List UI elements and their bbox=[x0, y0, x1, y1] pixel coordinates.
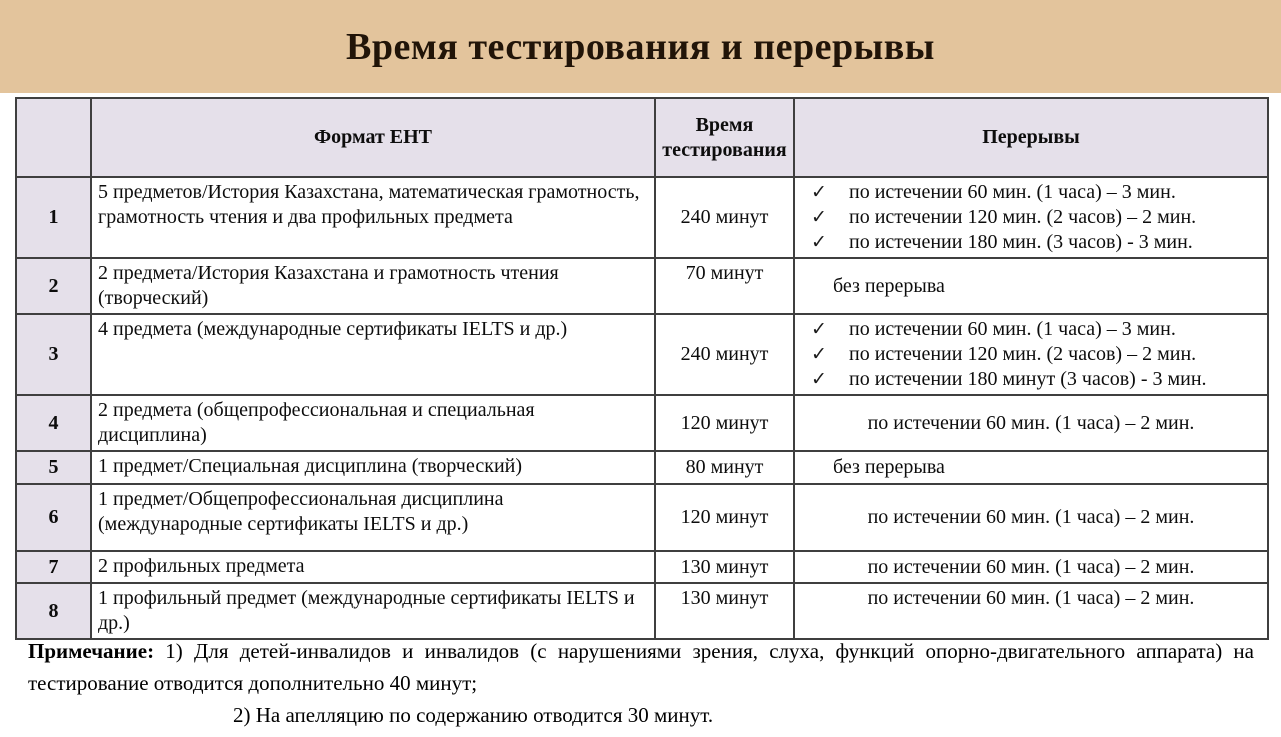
table-row: 7 2 профильных предмета 130 минут по ист… bbox=[15, 550, 1269, 584]
row-number: 2 bbox=[15, 257, 92, 315]
format-cell: 1 предмет/Общепрофессиональная дисциплин… bbox=[90, 483, 656, 552]
header-breaks: Перерывы bbox=[793, 97, 1269, 178]
footnote: Примечание: 1) Для детей-инвалидов и инв… bbox=[28, 636, 1254, 732]
breaks-cell: по истечении 60 мин. (1 часа) – 2 мин. bbox=[793, 394, 1269, 452]
time-cell: 120 минут bbox=[654, 483, 795, 552]
table-row: 1 5 предметов/История Казахстана, матема… bbox=[15, 176, 1269, 259]
break-line: по истечении 180 мин. (3 часов) - 3 мин. bbox=[849, 231, 1193, 253]
check-icon: ✓ bbox=[811, 182, 827, 203]
check-icon: ✓ bbox=[811, 207, 827, 228]
table-row: 6 1 предмет/Общепрофессиональная дисципл… bbox=[15, 483, 1269, 552]
table-row: 4 2 предмета (общепрофессиональная и спе… bbox=[15, 394, 1269, 452]
header-time: Время тестирования bbox=[654, 97, 795, 178]
time-cell: 130 минут bbox=[654, 550, 795, 584]
format-cell: 2 предмета/История Казахстана и грамотно… bbox=[90, 257, 656, 315]
footnote-label: Примечание: bbox=[28, 639, 155, 663]
check-icon: ✓ bbox=[811, 232, 827, 253]
footnote-line1: 1) Для детей-инвалидов и инвалидов (с на… bbox=[28, 639, 1254, 695]
row-number: 7 bbox=[15, 550, 92, 584]
time-cell: 240 минут bbox=[654, 313, 795, 396]
row-number: 1 bbox=[15, 176, 92, 259]
table-row: 5 1 предмет/Специальная дисциплина (твор… bbox=[15, 450, 1269, 485]
row-number: 8 bbox=[15, 582, 92, 640]
footnote-line2: 2) На апелляцию по содержанию отводится … bbox=[233, 702, 714, 727]
break-line: по истечении 120 мин. (2 часов) – 2 мин. bbox=[849, 206, 1197, 228]
format-cell: 2 профильных предмета bbox=[90, 550, 656, 584]
time-cell: 120 минут bbox=[654, 394, 795, 452]
format-cell: 2 предмета (общепрофессиональная и специ… bbox=[90, 394, 656, 452]
table-row: 8 1 профильный предмет (международные се… bbox=[15, 582, 1269, 640]
table-header-row: Формат ЕНТ Время тестирования Перерывы bbox=[15, 97, 1269, 178]
format-cell: 4 предмета (международные сертификаты IE… bbox=[90, 313, 656, 396]
breaks-cell: ✓ по истечении 60 мин. (1 часа) – 3 мин. … bbox=[793, 313, 1269, 396]
break-line: по истечении 120 мин. (2 часов) – 2 мин. bbox=[849, 343, 1197, 365]
header-format: Формат ЕНТ bbox=[90, 97, 656, 178]
row-number: 5 bbox=[15, 450, 92, 485]
time-cell: 240 минут bbox=[654, 176, 795, 259]
format-cell: 5 предметов/История Казахстана, математи… bbox=[90, 176, 656, 259]
time-cell: 130 минут bbox=[654, 582, 795, 640]
breaks-cell: по истечении 60 мин. (1 часа) – 2 мин. bbox=[793, 550, 1269, 584]
format-cell: 1 предмет/Специальная дисциплина (творче… bbox=[90, 450, 656, 485]
check-icon: ✓ bbox=[811, 369, 827, 390]
check-icon: ✓ bbox=[811, 344, 827, 365]
break-line: по истечении 60 мин. (1 часа) – 3 мин. bbox=[849, 181, 1176, 203]
table-row: 3 4 предмета (международные сертификаты … bbox=[15, 313, 1269, 396]
header-number bbox=[15, 97, 92, 178]
table-row: 2 2 предмета/История Казахстана и грамот… bbox=[15, 257, 1269, 315]
breaks-cell: без перерыва bbox=[793, 257, 1269, 315]
breaks-cell: по истечении 60 мин. (1 часа) – 2 мин. bbox=[793, 483, 1269, 552]
breaks-cell: по истечении 60 мин. (1 часа) – 2 мин. bbox=[793, 582, 1269, 640]
break-line: по истечении 180 минут (3 часов) - 3 мин… bbox=[849, 368, 1207, 390]
format-cell: 1 профильный предмет (международные серт… bbox=[90, 582, 656, 640]
time-cell: 80 минут bbox=[654, 450, 795, 485]
breaks-cell: без перерыва bbox=[793, 450, 1269, 485]
time-cell: 70 минут bbox=[654, 257, 795, 315]
check-icon: ✓ bbox=[811, 319, 827, 340]
page-title: Время тестирования и перерывы bbox=[346, 25, 935, 68]
breaks-cell: ✓ по истечении 60 мин. (1 часа) – 3 мин. … bbox=[793, 176, 1269, 259]
title-banner: Время тестирования и перерывы bbox=[0, 0, 1281, 93]
testing-time-table: Формат ЕНТ Время тестирования Перерывы 1… bbox=[15, 97, 1269, 640]
break-line: по истечении 60 мин. (1 часа) – 3 мин. bbox=[849, 318, 1176, 340]
row-number: 3 bbox=[15, 313, 92, 396]
row-number: 4 bbox=[15, 394, 92, 452]
row-number: 6 bbox=[15, 483, 92, 552]
